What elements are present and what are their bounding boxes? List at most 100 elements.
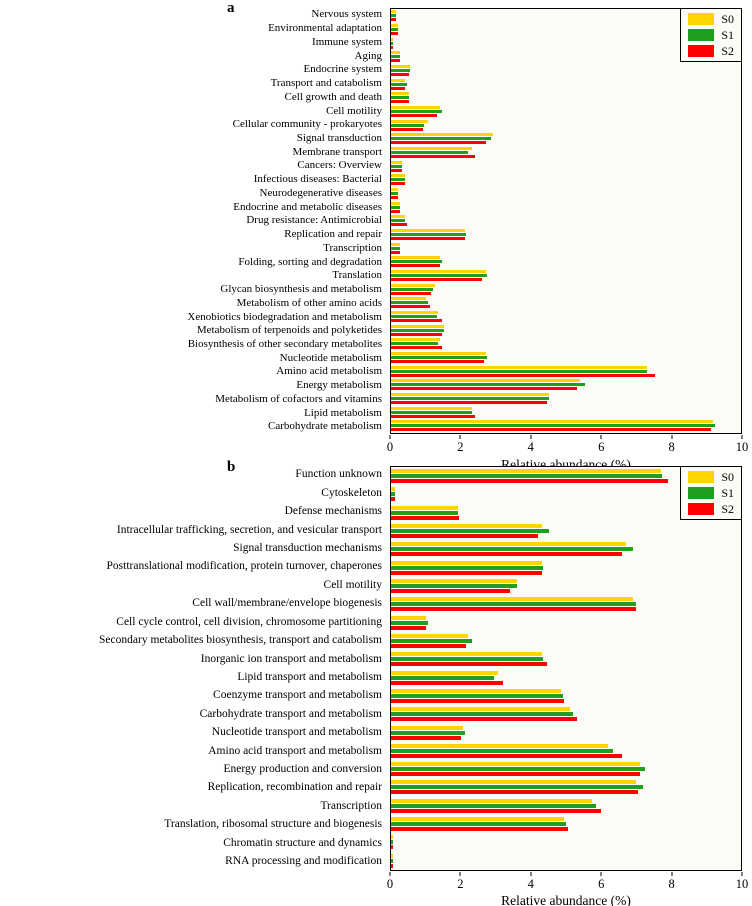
legend-label: S2 — [721, 502, 734, 516]
category-label: Nucleotide metabolism — [279, 351, 382, 364]
bar-s2 — [391, 808, 601, 813]
bar-group — [391, 540, 741, 558]
bar-group — [391, 323, 741, 337]
bar-group — [391, 105, 741, 119]
bar-s2 — [391, 497, 395, 502]
category-label: Intracellular trafficking, secretion, an… — [116, 523, 382, 536]
x-tick-label: 0 — [386, 877, 394, 891]
bar-group — [391, 778, 741, 796]
category-label: Endocrine and metabolic diseases — [233, 200, 382, 213]
x-tick — [530, 435, 532, 439]
bar-group — [391, 467, 741, 485]
x-tick — [389, 435, 391, 439]
bar-s2 — [391, 332, 442, 336]
bar-s1 — [391, 356, 488, 360]
chart-panel-a: a Nervous system Environmental adaptation… — [0, 0, 748, 472]
bar-group — [391, 632, 741, 650]
bar-group — [391, 742, 741, 760]
bar-s0 — [391, 106, 440, 110]
bar-s1 — [391, 712, 573, 717]
bar-group — [391, 310, 741, 324]
bar-s1 — [391, 205, 400, 209]
bar-s2 — [391, 772, 640, 777]
bar-s0 — [391, 147, 472, 151]
category-label: Carbohydrate metabolism — [268, 420, 382, 433]
bar-s1 — [391, 840, 393, 845]
category-labels: Nervous system Environmental adaptation Im… — [0, 8, 386, 434]
bar-s2 — [391, 114, 437, 118]
x-tick-label: 6 — [598, 440, 605, 454]
bar-s1 — [391, 28, 398, 31]
bar-s0 — [391, 633, 468, 638]
bar-s2 — [391, 401, 547, 405]
bar-group — [391, 77, 741, 91]
bar-group — [391, 23, 741, 37]
bar-group — [391, 419, 741, 433]
category-label: Cell motility — [326, 104, 382, 117]
bar-group — [391, 364, 741, 378]
category-label: Drug resistance: Antimicrobial — [246, 214, 382, 227]
x-axis-title: Relative abundance (%) — [501, 893, 631, 906]
bar-s0 — [391, 51, 400, 55]
bar-s0 — [391, 242, 400, 246]
bar-s2 — [391, 264, 440, 268]
bar-s1 — [391, 328, 444, 332]
bar-s0 — [391, 420, 713, 424]
x-tick-label: 6 — [598, 877, 605, 891]
category-label: Infectious diseases: Bacterial — [253, 173, 382, 186]
x-tick — [600, 435, 602, 439]
bar-s0 — [391, 78, 405, 82]
bar-group — [391, 173, 741, 187]
bar-s2 — [391, 127, 423, 131]
bar-s1 — [391, 301, 428, 305]
bar-s1 — [391, 638, 472, 643]
x-axis: 0 2 4 6 8 10 — [386, 435, 748, 457]
bar-s0 — [391, 229, 465, 233]
bar-group — [391, 595, 741, 613]
bar-s2 — [391, 753, 622, 758]
bar-s2 — [391, 141, 486, 145]
bar-group — [391, 650, 741, 668]
x-tick — [671, 435, 673, 439]
bar-s2 — [391, 863, 393, 868]
bar-s2 — [391, 515, 460, 520]
x-tick-label: 0 — [386, 440, 394, 454]
bar-s2 — [391, 373, 656, 377]
category-label: Energy production and conversion — [223, 762, 382, 775]
x-tick — [741, 872, 743, 876]
bar-s1 — [391, 192, 398, 196]
legend: S0 S1 S2 — [680, 466, 742, 520]
bar-s0 — [391, 762, 640, 767]
bar-s0 — [391, 283, 435, 287]
bar-s0 — [391, 24, 398, 27]
bar-s1 — [391, 219, 405, 223]
bar-s2 — [391, 155, 475, 159]
bar-s1 — [391, 233, 467, 237]
x-tick — [671, 872, 673, 876]
category-label: Translation — [332, 269, 382, 282]
bar-s0 — [391, 174, 405, 178]
bar-s1 — [391, 584, 517, 589]
category-label: Transcription — [320, 799, 382, 812]
bar-s0 — [391, 37, 393, 41]
bar-group — [391, 200, 741, 214]
bar-group — [391, 64, 741, 78]
bar-s0 — [391, 780, 636, 785]
legend-item: S0 — [688, 13, 734, 25]
bar-s0 — [391, 579, 517, 584]
bar-s2 — [391, 209, 400, 213]
bar-s2 — [391, 479, 668, 484]
category-label: Folding, sorting and degradation — [238, 255, 382, 268]
category-label: Posttranslational modification, protein … — [106, 560, 382, 573]
bar-group — [391, 559, 741, 577]
bar-s1 — [391, 342, 439, 346]
bar-group — [391, 577, 741, 595]
bar-s0 — [391, 324, 444, 328]
bar-group — [391, 614, 741, 632]
bar-s0 — [391, 365, 647, 369]
bar-s1 — [391, 424, 715, 428]
bar-s1 — [391, 55, 400, 59]
legend-item: S2 — [688, 503, 734, 515]
bar-s0 — [391, 215, 405, 219]
bar-s0 — [391, 670, 498, 675]
